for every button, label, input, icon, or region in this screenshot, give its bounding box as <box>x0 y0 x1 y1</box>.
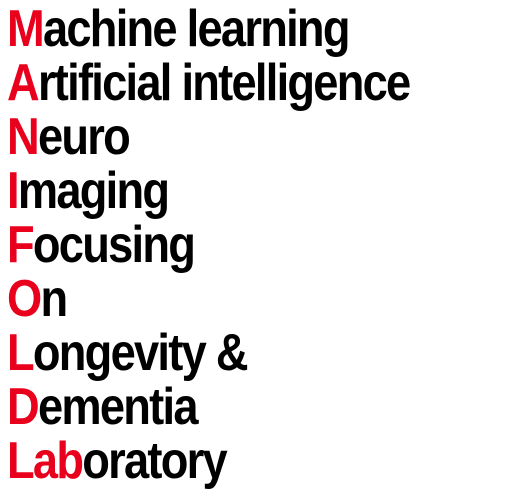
line-machine-learning: Machine learning <box>7 0 351 58</box>
line-text: maging <box>17 162 170 220</box>
initial-letter: M <box>7 0 45 58</box>
line-longevity: Longevity & <box>7 324 249 382</box>
line-focusing: Focusing <box>7 216 196 274</box>
initial-letter: F <box>7 216 35 274</box>
line-text: ocusing <box>32 216 196 274</box>
line-text: n <box>40 270 68 328</box>
initial-letter: N <box>7 108 40 166</box>
line-text: achine learning <box>42 0 351 58</box>
line-text: ementia <box>37 378 199 436</box>
initial-letter: D <box>7 378 40 436</box>
line-text: oratory <box>82 432 227 490</box>
line-neuro: Neuro <box>7 108 131 166</box>
initial-letter: I <box>7 162 20 220</box>
line-text: rtificial intelligence <box>37 54 411 112</box>
initial-letter: A <box>7 54 40 112</box>
line-imaging: Imaging <box>7 162 170 220</box>
line-artificial-intelligence: Artificial intelligence <box>7 54 411 112</box>
line-text: euro <box>37 108 131 166</box>
initial-letter: L <box>7 324 35 382</box>
line-text: ongevity & <box>32 324 249 382</box>
line-on: On <box>7 270 68 328</box>
line-dementia: Dementia <box>7 378 199 436</box>
initial-letter: O <box>7 270 42 328</box>
initial-letter: Lab <box>7 432 84 490</box>
manifold-acrostic-logo: Machine learning Artificial intelligence… <box>7 0 522 495</box>
line-laboratory: Laboratory <box>7 432 228 490</box>
